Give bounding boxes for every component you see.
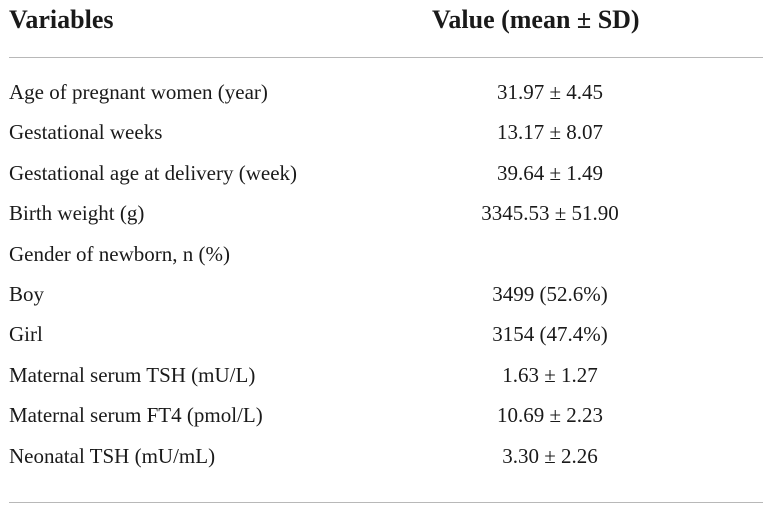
table-bottom-divider [9, 502, 763, 503]
row-value: 3345.53 ± 51.90 [481, 201, 619, 226]
header-value: Value (mean ± SD) [432, 5, 640, 34]
row-label: Gender of newborn, n (%) [9, 241, 231, 266]
table-header-row: Variables Value (mean ± SD) [0, 0, 772, 40]
row-value: 13.17 ± 8.07 [496, 120, 604, 145]
table-row: Girl 3154 (47.4%) [0, 316, 772, 356]
row-label: Gestational weeks [9, 120, 163, 145]
table-row: Gestational age at delivery (week) 39.64… [0, 155, 772, 195]
row-value: 31.97 ± 4.45 [496, 80, 604, 104]
row-value: 1.63 ± 1.27 [502, 362, 598, 387]
table-row: Maternal serum TSH (mU/L) 1.63 ± 1.27 [0, 357, 772, 397]
row-label: Neonatal TSH (mU/mL) [9, 443, 216, 468]
header-divider [9, 57, 763, 58]
row-value: 10.69 ± 2.23 [496, 403, 604, 428]
row-value: 3.30 ± 2.26 [502, 443, 598, 468]
table-row: Gestational weeks 13.17 ± 8.07 [0, 114, 772, 154]
row-label: Age of pregnant women (year) [9, 80, 268, 104]
table-row: Boy 3499 (52.6%) [0, 276, 772, 316]
table-row: Maternal serum FT4 (pmol/L) 10.69 ± 2.23 [0, 397, 772, 437]
row-value: 3154 (47.4%) [492, 322, 608, 347]
row-label: Maternal serum FT4 (pmol/L) [9, 403, 263, 428]
table-row: Birth weight (g) 3345.53 ± 51.90 [0, 195, 772, 235]
row-value: 3499 (52.6%) [492, 281, 608, 306]
row-value: 39.64 ± 1.49 [496, 160, 604, 185]
row-label: Gestational age at delivery (week) [9, 160, 298, 185]
row-label: Boy [9, 281, 45, 306]
table-row: Gender of newborn, n (%) [0, 236, 772, 276]
header-variables: Variables [9, 5, 114, 34]
row-label: Birth weight (g) [9, 201, 145, 226]
row-label: Maternal serum TSH (mU/L) [9, 362, 256, 387]
table-body: Age of pregnant women (year) 31.97 ± 4.4… [0, 74, 772, 478]
table-row: Neonatal TSH (mU/mL) 3.30 ± 2.26 [0, 438, 772, 478]
row-label: Girl [9, 322, 43, 347]
table-row: Age of pregnant women (year) 31.97 ± 4.4… [0, 74, 772, 114]
